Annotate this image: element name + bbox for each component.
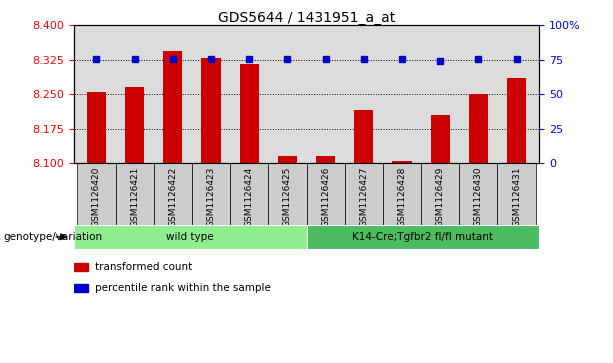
Text: GSM1126423: GSM1126423 (207, 166, 216, 227)
Text: wild type: wild type (166, 232, 214, 242)
Text: GSM1126428: GSM1126428 (397, 166, 406, 227)
Text: GSM1126426: GSM1126426 (321, 166, 330, 227)
FancyBboxPatch shape (74, 225, 306, 249)
Bar (116, 163, 154, 225)
Bar (354, 110, 373, 163)
Text: GSM1126421: GSM1126421 (130, 166, 139, 227)
Text: GSM1126422: GSM1126422 (169, 166, 177, 227)
Text: GSM1126431: GSM1126431 (512, 166, 521, 227)
Bar (345, 163, 383, 225)
Bar (316, 156, 335, 163)
Text: GDS5644 / 1431951_a_at: GDS5644 / 1431951_a_at (218, 11, 395, 25)
Bar (469, 94, 488, 163)
Bar (430, 115, 450, 163)
Text: genotype/variation: genotype/variation (3, 232, 102, 242)
Text: GSM1126427: GSM1126427 (359, 166, 368, 227)
Bar (202, 58, 221, 163)
Bar (163, 51, 183, 163)
Bar (268, 163, 306, 225)
Bar (497, 163, 536, 225)
Text: percentile rank within the sample: percentile rank within the sample (94, 283, 270, 293)
Bar (507, 78, 526, 163)
Bar (230, 163, 268, 225)
Text: GSM1126425: GSM1126425 (283, 166, 292, 227)
Text: GSM1126424: GSM1126424 (245, 166, 254, 227)
Text: GSM1126420: GSM1126420 (92, 166, 101, 227)
Text: GSM1126429: GSM1126429 (436, 166, 444, 227)
Bar (77, 163, 116, 225)
Text: transformed count: transformed count (94, 262, 192, 272)
Bar (392, 161, 411, 163)
Bar (383, 163, 421, 225)
Bar (278, 156, 297, 163)
FancyBboxPatch shape (306, 225, 539, 249)
Bar (240, 65, 259, 163)
Bar (154, 163, 192, 225)
Text: GSM1126430: GSM1126430 (474, 166, 483, 227)
Bar (125, 87, 144, 163)
Bar (192, 163, 230, 225)
Bar (306, 163, 345, 225)
Bar (74, 263, 88, 271)
Bar (459, 163, 497, 225)
Bar (87, 92, 106, 163)
Bar (74, 284, 88, 293)
Bar (421, 163, 459, 225)
Text: K14-Cre;Tgfbr2 fl/fl mutant: K14-Cre;Tgfbr2 fl/fl mutant (352, 232, 493, 242)
